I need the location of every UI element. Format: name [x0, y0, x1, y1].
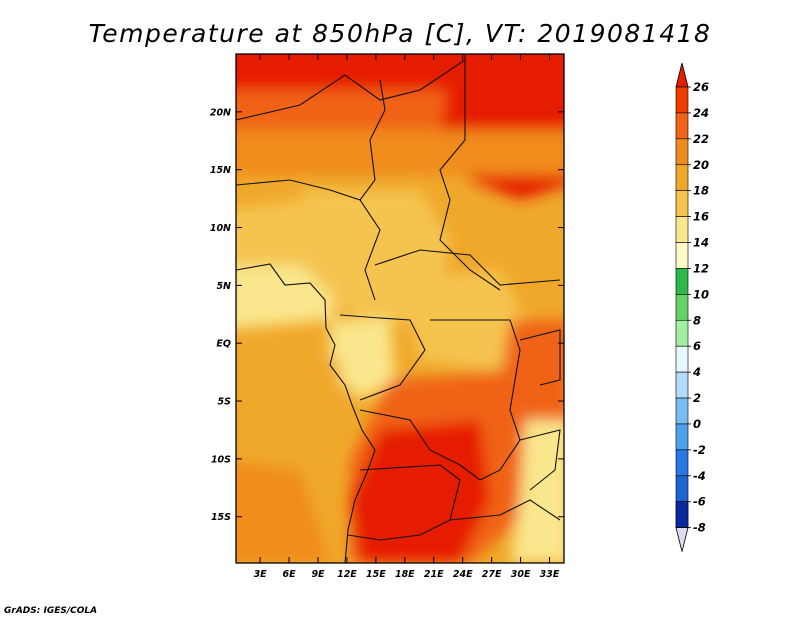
- colorbar-swatch: [675, 86, 689, 114]
- coastline-west: [236, 263, 376, 563]
- border-zambia-south: [449, 499, 561, 521]
- colorbar-swatch: [675, 449, 689, 477]
- colorbar-swatch: [675, 475, 689, 503]
- border-congo: [339, 314, 426, 401]
- x-tick-label: 15E: [366, 569, 386, 580]
- map-frame: [235, 53, 565, 564]
- credit-label: GrADS: IGES/COLA: [4, 606, 97, 616]
- y-tick-label: 5N: [216, 281, 231, 292]
- x-tick-label: 21E: [424, 569, 444, 580]
- border-tanzania: [519, 429, 561, 491]
- y-tick-label: 20N: [210, 107, 231, 118]
- colorbar-swatch: [675, 345, 689, 373]
- colorbar-label: -8: [693, 521, 706, 535]
- band-22-sahel: [236, 130, 564, 175]
- colorbar-bottom-arrow: [675, 527, 689, 552]
- border-chad-sudan: [439, 55, 501, 291]
- y-tick-label: 5S: [218, 397, 232, 408]
- colorbar-swatch: [675, 268, 689, 295]
- x-tick-label: 18E: [395, 569, 415, 580]
- x-tick-label: 12E: [337, 569, 357, 580]
- colorbar-swatch: [675, 371, 689, 399]
- border-car: [374, 249, 561, 286]
- border-niger-chad: [359, 79, 386, 201]
- x-tick-label: 30E: [511, 569, 531, 580]
- colorbar-swatch: [675, 319, 689, 347]
- colorbar-label: 2: [693, 391, 701, 405]
- border-uganda: [519, 329, 561, 386]
- colorbar-label: 8: [693, 313, 701, 327]
- colorbar-swatch: [675, 164, 689, 191]
- colorbar-top-arrow: [675, 62, 689, 88]
- x-tick-label: 27E: [482, 569, 502, 580]
- colorbar-label: 10: [693, 287, 709, 301]
- x-axis: 3E 6E 9E 12E 15E 18E 21E 24E 27E 30E 33E: [254, 54, 560, 580]
- colorbar-label: 20: [693, 158, 709, 172]
- band-16-southeast: [510, 420, 564, 563]
- colorbar-label: 6: [693, 339, 701, 353]
- border-drc: [359, 319, 521, 481]
- band-26-south: [350, 420, 490, 563]
- colorbar-label: 12: [693, 261, 709, 275]
- border-sahara: [236, 59, 466, 121]
- y-tick-label: 10N: [210, 223, 231, 234]
- colorbar-swatch: [675, 138, 689, 166]
- colorbar-label: 26: [693, 80, 709, 94]
- colorbar-label: 14: [693, 236, 709, 250]
- country-borders: [236, 55, 561, 563]
- colorbar-label: 4: [692, 365, 701, 379]
- colorbar-label: -2: [693, 443, 706, 457]
- colorbar-label: -6: [693, 495, 706, 509]
- y-tick-label: 10S: [211, 454, 231, 465]
- colorbar-swatch: [675, 397, 689, 425]
- colorbar-label: 22: [693, 132, 709, 146]
- colorbar-swatch: [675, 216, 689, 243]
- band-22-ocean: [236, 461, 330, 563]
- x-tick-label: 9E: [311, 569, 325, 580]
- temperature-map: [236, 54, 564, 563]
- colorbar-label: 24: [693, 106, 709, 120]
- colorbar-label: -4: [693, 469, 706, 483]
- x-tick-label: 6E: [283, 569, 297, 580]
- colorbar-swatch: [675, 242, 689, 269]
- y-tick-label: 15N: [210, 165, 231, 176]
- y-tick-label: EQ: [216, 339, 231, 350]
- x-tick-label: 3E: [254, 569, 268, 580]
- colorbar-swatch: [675, 501, 689, 528]
- colorbar-label: 16: [693, 210, 709, 224]
- colorbar-swatch: [675, 423, 689, 451]
- y-axis: 20N 15N 10N 5N EQ 5S 10S 15S: [210, 107, 564, 523]
- chart-title: Temperature at 850hPa [C], VT: 201908141…: [89, 19, 712, 48]
- colorbar-label: 0: [693, 417, 701, 431]
- band-16-coast: [236, 265, 340, 329]
- x-tick-label: 33E: [540, 569, 560, 580]
- border-west-africa: [236, 179, 381, 301]
- colorbar-swatch: [675, 294, 689, 321]
- band-24-east: [500, 320, 564, 440]
- colorbar-label: 18: [693, 184, 709, 198]
- y-tick-label: 15S: [211, 512, 231, 523]
- colorbar-swatch: [675, 112, 689, 140]
- colorbar-swatch: [675, 190, 689, 217]
- band-16-gabon: [330, 320, 395, 400]
- temperature-field: [236, 54, 564, 563]
- x-tick-label: 24E: [453, 569, 473, 580]
